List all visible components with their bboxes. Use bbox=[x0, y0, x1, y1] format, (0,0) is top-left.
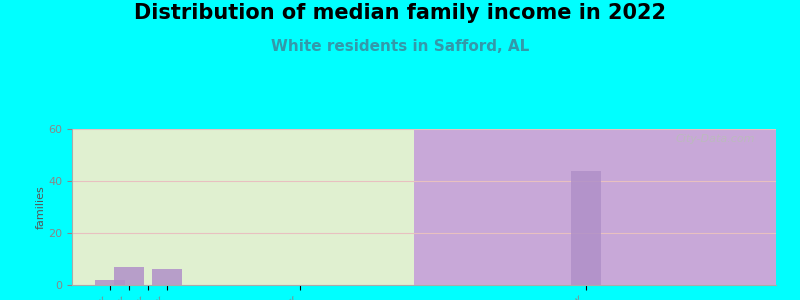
Bar bbox=[152, 269, 182, 285]
Bar bbox=[414, 129, 776, 285]
Text: White residents in Safford, AL: White residents in Safford, AL bbox=[271, 39, 529, 54]
Y-axis label: families: families bbox=[35, 185, 46, 229]
Text: Distribution of median family income in 2022: Distribution of median family income in … bbox=[134, 3, 666, 23]
Bar bbox=[72, 129, 414, 285]
Bar bbox=[114, 267, 144, 285]
Bar bbox=[570, 171, 601, 285]
Text: City-Data.com: City-Data.com bbox=[675, 134, 755, 144]
Bar bbox=[95, 280, 126, 285]
